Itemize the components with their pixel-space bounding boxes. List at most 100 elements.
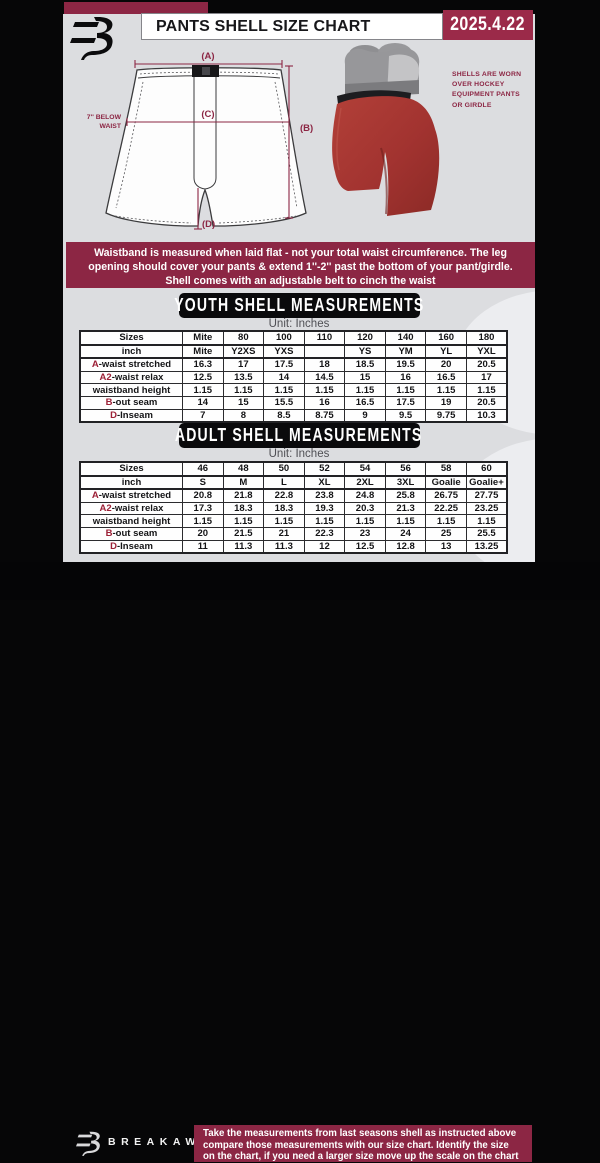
value-cell: 18: [303, 357, 346, 372]
value-cell: 14: [263, 370, 305, 385]
value-cell: 80: [222, 330, 265, 346]
dimension-letter: D: [110, 540, 117, 552]
header-accent-strip: [64, 2, 208, 14]
youth-section-title-text: YOUTH SHELL MEASUREMENTS: [173, 295, 425, 315]
value-cell: 8.75: [303, 408, 346, 423]
footer-bar: BREAKAWAY Take the measurements from las…: [0, 562, 600, 1162]
value-cell: 160: [425, 330, 467, 346]
value-cell: 16.5: [344, 395, 386, 410]
value-cell: YXL: [465, 344, 508, 360]
value-cell: 1.15: [303, 383, 346, 397]
table-row: Sizes 46 48 50 52 54 56 58 60: [79, 461, 508, 477]
value-cell: 2XL: [344, 475, 386, 491]
value-cell: 21.3: [384, 501, 427, 516]
value-cell: 58: [425, 461, 467, 477]
girdle-pads: [344, 43, 420, 98]
adult-section-title-text: ADULT SHELL MEASUREMENTS: [175, 425, 423, 445]
row-label-cell: Sizes: [79, 330, 183, 346]
value-cell: XL: [303, 475, 346, 491]
value-cell: 56: [384, 461, 427, 477]
photo-note-line: EQUIPMENT PANTS: [452, 91, 520, 99]
value-cell: 100: [263, 330, 305, 346]
value-cell: 11.3: [222, 539, 265, 554]
row-label-cell: A-waist stretched: [79, 488, 183, 503]
row-label-cell: Sizes: [79, 461, 183, 477]
row-label-cell: D-Inseam: [79, 539, 183, 554]
row-label-cell: A-waist stretched: [79, 357, 183, 372]
value-cell: 7: [182, 408, 224, 423]
waist-note-line2: WAIST: [99, 123, 121, 130]
measurement-lines: [126, 60, 293, 230]
value-cell: 1.15: [425, 514, 467, 528]
value-cell: 20.8: [182, 488, 224, 503]
value-cell: 19.3: [303, 501, 346, 516]
value-cell: 9.5: [384, 408, 427, 423]
row-label-cell: inch: [79, 344, 183, 360]
row-label-cell: waistband height: [79, 383, 183, 397]
table-row: D-Inseam 11 11.3 11.3 12 12.5 12.8 13 13.25: [79, 539, 508, 554]
value-cell: 140: [384, 330, 427, 346]
dimension-letter: D: [110, 409, 117, 421]
value-cell: 14.5: [303, 370, 346, 385]
row-label-cell: B-out seam: [79, 526, 183, 541]
value-cell: 1.15: [222, 514, 265, 528]
table-row: A2-waist relax 17.3 18.3 18.3 19.3 20.3 21.3 22…: [79, 501, 508, 516]
value-cell: 54: [344, 461, 386, 477]
table-row: A-waist stretched 16.3 17 17.5 18 18.5 19.5 20 2…: [79, 357, 508, 372]
photo-note-line: OVER HOCKEY: [452, 81, 505, 89]
value-cell: 22.3: [303, 526, 346, 541]
value-cell: Mite: [182, 344, 224, 360]
banner-line: opening should cover your pants & extend…: [88, 261, 513, 273]
value-cell: 21.5: [222, 526, 265, 541]
footer-instruction-line: compare those measurements with our size…: [203, 1139, 509, 1151]
value-cell: 3XL: [384, 475, 427, 491]
content-panel: (A) (B) (C) (D) 7'' BELOW WAIST: [63, 14, 535, 562]
row-label-cell: D-Inseam: [79, 408, 183, 423]
value-cell: 13: [425, 539, 467, 554]
footer-instructions: Take the measurements from last seasons …: [194, 1125, 532, 1162]
waist-note-line1: 7'' BELOW: [87, 114, 122, 121]
table-row: waistband height 1.15 1.15 1.15 1.15 1.15 1.15…: [79, 383, 508, 397]
measurements-table: Sizes Mite 80 100 110 120 140 160 180 inch Mite Y2X…: [79, 330, 508, 424]
breakaway-footer-logo-icon: [76, 1131, 100, 1156]
value-cell: 1.15: [384, 514, 427, 528]
photo-note-line: OR GIRDLE: [452, 101, 492, 109]
value-cell: 13.5: [222, 370, 265, 385]
date-badge: 2025.4.22: [443, 10, 533, 40]
measurements-table: Sizes 46 48 50 52 54 56 58 60 inch S M L XL 2XL 3XL Goal…: [79, 461, 508, 555]
value-cell: 25: [425, 526, 467, 541]
value-cell: 1.15: [344, 383, 386, 397]
value-cell: 12: [303, 539, 346, 554]
value-cell: 26.75: [425, 488, 467, 503]
table-row: inch S M L XL 2XL 3XL Goalie Goalie+: [79, 475, 508, 491]
value-cell: 12.5: [182, 370, 224, 385]
value-cell: 17.5: [263, 357, 305, 372]
value-cell: Mite: [182, 330, 224, 346]
table-row: A-waist stretched 20.8 21.8 22.8 23.8 24.8 25.…: [79, 488, 508, 503]
belt-buckle-icon: [202, 67, 210, 75]
value-cell: M: [222, 475, 265, 491]
value-cell: 18.3: [263, 501, 305, 516]
value-cell: 60: [465, 461, 508, 477]
value-cell: 16: [303, 395, 346, 410]
value-cell: [303, 344, 346, 360]
value-cell: Goalie: [425, 475, 467, 491]
banner-line: Waistband is measured when laid flat - n…: [94, 247, 507, 259]
value-cell: 16.3: [182, 357, 224, 372]
value-cell: 20.5: [465, 357, 508, 372]
value-cell: 15: [344, 370, 386, 385]
value-cell: 12.8: [384, 539, 427, 554]
value-cell: 1.15: [263, 383, 305, 397]
table-row: D-Inseam 7 8 8.5 8.75 9 9.5 9.75 10.3: [79, 408, 508, 423]
value-cell: 25.8: [384, 488, 427, 503]
row-label-cell: inch: [79, 475, 183, 491]
table-row: B-out seam 14 15 15.5 16 16.5 17.5 19 20.5: [79, 395, 508, 410]
row-label-cell: B-out seam: [79, 395, 183, 410]
value-cell: 17.5: [384, 395, 427, 410]
footer-instruction-line: Take the measurements from last seasons …: [203, 1128, 517, 1139]
value-cell: 1.15: [465, 514, 508, 528]
dimension-letter: A: [91, 490, 99, 502]
value-cell: 23: [344, 526, 386, 541]
value-cell: 12.5: [344, 539, 386, 554]
value-cell: YS: [344, 344, 386, 360]
